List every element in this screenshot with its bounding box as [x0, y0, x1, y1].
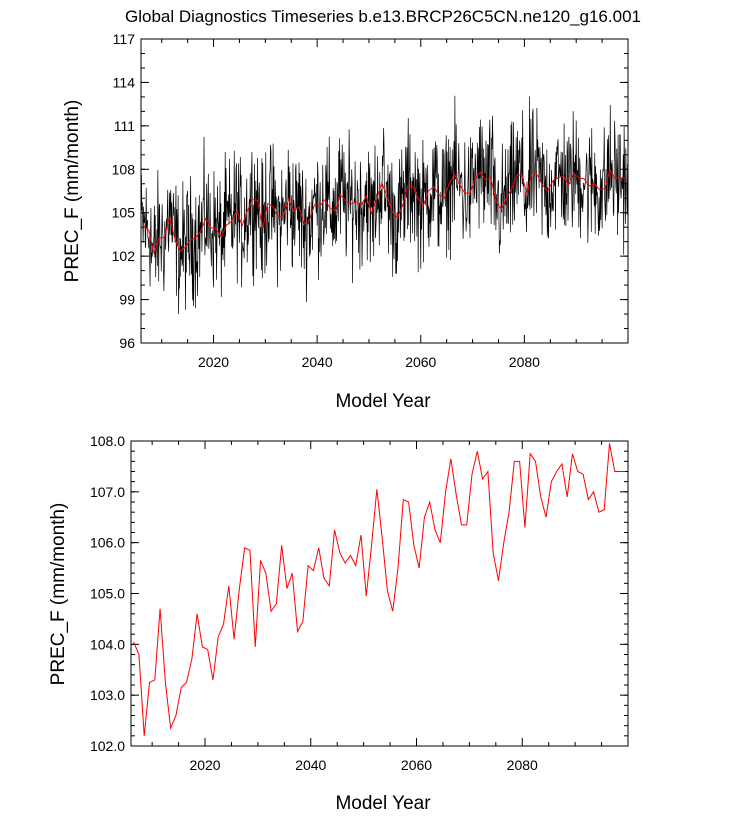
y-tick-labels: 96 99 102 105 108 111 114 117 [112, 31, 136, 351]
chart-annual-mean: 102.0 103.0 104.0 105.0 106.0 107.0 108.0 2020… [48, 433, 629, 814]
axes-ticks [131, 440, 628, 747]
annual-mean-line [143, 168, 626, 256]
figure-title: Global Diagnostics Timeseries b.e13.BRCP… [125, 7, 641, 26]
annual-mean-series [143, 168, 626, 256]
y-tick-label: 114 [113, 74, 136, 90]
x-tick-labels: 2020 2040 2060 2080 [198, 354, 540, 370]
x-tick-label: 2020 [189, 757, 220, 773]
y-tick-label: 105 [112, 205, 136, 221]
annual-mean-series [133, 443, 626, 736]
y-axis-label: PREC_F (mm/month) [48, 503, 69, 686]
x-tick-label: 2020 [198, 354, 229, 370]
y-tick-label: 104.0 [90, 636, 125, 652]
monthly-line [140, 95, 628, 315]
x-tick-label: 2080 [509, 354, 540, 370]
y-tick-label: 102.0 [90, 738, 125, 754]
y-tick-label: 102 [112, 248, 136, 264]
y-tick-label: 107.0 [90, 484, 125, 500]
plot-frame [130, 440, 629, 747]
x-tick-label: 2060 [401, 757, 432, 773]
x-axis-label: Model Year [335, 793, 431, 814]
x-axis-label: Model Year [335, 391, 431, 412]
axes-ticks [141, 38, 628, 344]
annual-mean-line [133, 443, 626, 736]
y-tick-labels: 102.0 103.0 104.0 105.0 106.0 107.0 108.0 [90, 433, 125, 754]
monthly-series [140, 95, 628, 315]
y-tick-label: 117 [113, 31, 136, 47]
y-tick-label: 103.0 [90, 687, 125, 703]
y-tick-label: 111 [114, 118, 135, 134]
y-tick-label: 99 [119, 292, 135, 308]
x-tick-labels: 2020 2040 2060 2080 [189, 757, 538, 773]
y-tick-label: 108.0 [90, 433, 125, 449]
y-tick-label: 105.0 [90, 586, 125, 602]
x-tick-label: 2060 [405, 354, 436, 370]
y-tick-label: 96 [119, 335, 135, 351]
y-tick-label: 108 [112, 161, 136, 177]
x-tick-label: 2080 [507, 757, 538, 773]
x-tick-label: 2040 [302, 354, 333, 370]
y-axis-label: PREC_F (mm/month) [62, 100, 83, 283]
y-tick-label: 106.0 [90, 535, 125, 551]
x-tick-label: 2040 [295, 757, 326, 773]
